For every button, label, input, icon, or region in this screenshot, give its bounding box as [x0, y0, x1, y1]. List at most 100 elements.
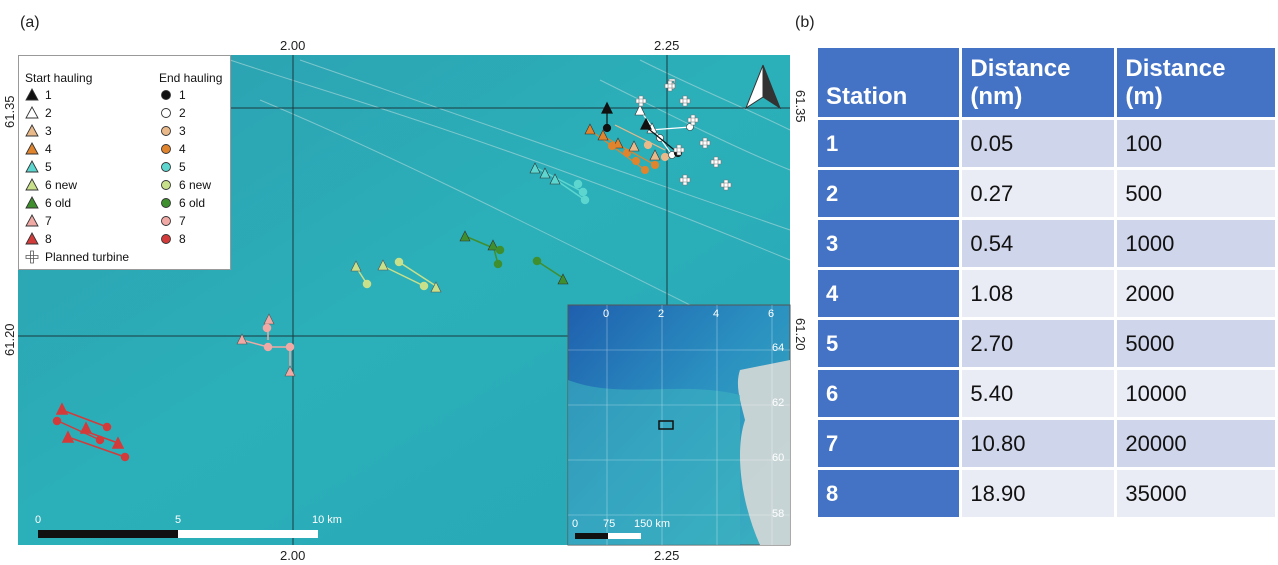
distance-m-cell: 10000	[1117, 370, 1278, 420]
distance-nm-cell: 10.80	[962, 420, 1118, 470]
table-row: 6 5.40 10000	[818, 370, 1278, 420]
distance-nm-cell: 5.40	[962, 370, 1118, 420]
station-5-tracks	[529, 162, 590, 205]
station-6old-start	[459, 230, 471, 242]
distance-m-cell: 2000	[1117, 270, 1278, 320]
turbine-icon	[720, 179, 732, 191]
legend-end-item: 1	[159, 87, 186, 103]
station-2-tracks	[634, 104, 694, 159]
turbine-icon	[699, 137, 711, 149]
station-cell: 6	[818, 370, 963, 420]
station-4-end	[631, 156, 641, 166]
legend-start-item: 4	[25, 141, 52, 157]
station-5-end	[580, 195, 590, 205]
triangle-marker-icon	[25, 214, 39, 227]
station-3-end	[660, 152, 670, 162]
table-header-distance-nm: Distance (nm)	[962, 48, 1118, 120]
legend-start-title: Start hauling	[25, 71, 93, 85]
triangle-marker-icon	[25, 88, 39, 101]
station-cell: 2	[818, 170, 963, 220]
circle-marker-icon	[161, 144, 171, 154]
station-7-start	[284, 365, 296, 377]
table-header-station: Station	[818, 48, 963, 120]
turbine-icon	[679, 95, 691, 107]
station-8-end	[102, 422, 112, 432]
legend-end-label: 5	[179, 160, 186, 174]
station-6new-end	[362, 279, 372, 289]
legend-start-item: 7	[25, 213, 52, 229]
legend-start-label: 1	[45, 88, 52, 102]
legend-start-label: 5	[45, 160, 52, 174]
station-8-end	[95, 435, 105, 445]
distance-m-cell: 1000	[1117, 220, 1278, 270]
inset-scale-150: 150 km	[634, 518, 671, 530]
station-7-end	[285, 342, 295, 352]
inset-map	[567, 304, 791, 546]
station-7-end	[262, 323, 272, 333]
station-4-end	[640, 165, 650, 175]
turbine-icon	[673, 144, 685, 156]
station-5-start	[529, 162, 541, 174]
circle-marker-icon	[161, 90, 171, 100]
legend-end-item: 5	[159, 159, 186, 175]
legend-end-label: 6 new	[179, 178, 212, 192]
circle-marker-icon	[161, 180, 171, 190]
legend-start-item: 6 old	[25, 195, 71, 211]
station-8-end	[120, 452, 130, 462]
station-4-start	[584, 123, 596, 135]
station-6new-start	[350, 260, 362, 272]
station-6old-end	[532, 256, 542, 266]
legend-start-label: 3	[45, 124, 52, 138]
legend-end-label: 1	[179, 88, 186, 102]
legend-end-label: 2	[179, 106, 186, 120]
station-5-end	[578, 187, 588, 197]
turbine-icon	[25, 250, 39, 264]
triangle-marker-icon	[25, 178, 39, 191]
turbine-icon	[687, 114, 699, 126]
station-6old-tracks	[459, 230, 569, 285]
station-5-end	[573, 179, 583, 189]
inset-scale-0: 0	[572, 518, 579, 530]
map-legend: Start hauling End hauling 1 1 2 2 3 3 4 4 5 5 6 ne…	[18, 55, 231, 270]
legend-turbine: Planned turbine	[25, 249, 129, 265]
legend-end-label: 4	[179, 142, 186, 156]
legend-end-label: 7	[179, 214, 186, 228]
legend-end-item: 8	[159, 231, 186, 247]
lon-label-top-1: 2.00	[280, 38, 306, 53]
legend-start-item: 8	[25, 231, 52, 247]
station-cell: 5	[818, 320, 963, 370]
legend-start-label: 6 old	[45, 196, 72, 210]
north-arrow-icon	[744, 64, 782, 110]
station-7-tracks	[236, 313, 296, 377]
circle-marker-icon	[161, 162, 171, 172]
legend-start-item: 5	[25, 159, 52, 175]
station-8-start	[55, 402, 69, 415]
legend-start-item: 2	[25, 105, 52, 121]
inset-tick-right-58: 58	[772, 508, 785, 520]
legend-start-label: 2	[45, 106, 52, 120]
lat-label-left-1: 61.35	[2, 95, 17, 128]
table-row: 1 0.05 100	[818, 120, 1278, 170]
legend-end-label: 6 old	[179, 196, 206, 210]
inset-tick-right-62: 62	[772, 397, 785, 409]
legend-start-item: 3	[25, 123, 52, 139]
station-cell: 1	[818, 120, 963, 170]
station-8-start	[79, 421, 93, 434]
scale-label-5: 5	[175, 514, 182, 526]
table-row: 3 0.54 1000	[818, 220, 1278, 270]
panel-label-b: (b)	[795, 14, 815, 31]
legend-end-label: 8	[179, 232, 186, 246]
circle-marker-icon	[161, 234, 171, 244]
inset-tick-right-60: 60	[772, 452, 785, 464]
distance-m-cell: 500	[1117, 170, 1278, 220]
station-8-start	[111, 436, 125, 449]
inset-scale-75: 75	[603, 518, 616, 530]
station-cell: 8	[818, 470, 963, 520]
station-4-start	[597, 129, 609, 141]
distance-nm-cell: 18.90	[962, 470, 1118, 520]
scale-bar	[38, 530, 318, 538]
station-3-start	[628, 140, 640, 152]
panel-label-a: (a)	[20, 14, 40, 31]
triangle-marker-icon	[25, 142, 39, 155]
circle-marker-icon	[161, 198, 171, 208]
